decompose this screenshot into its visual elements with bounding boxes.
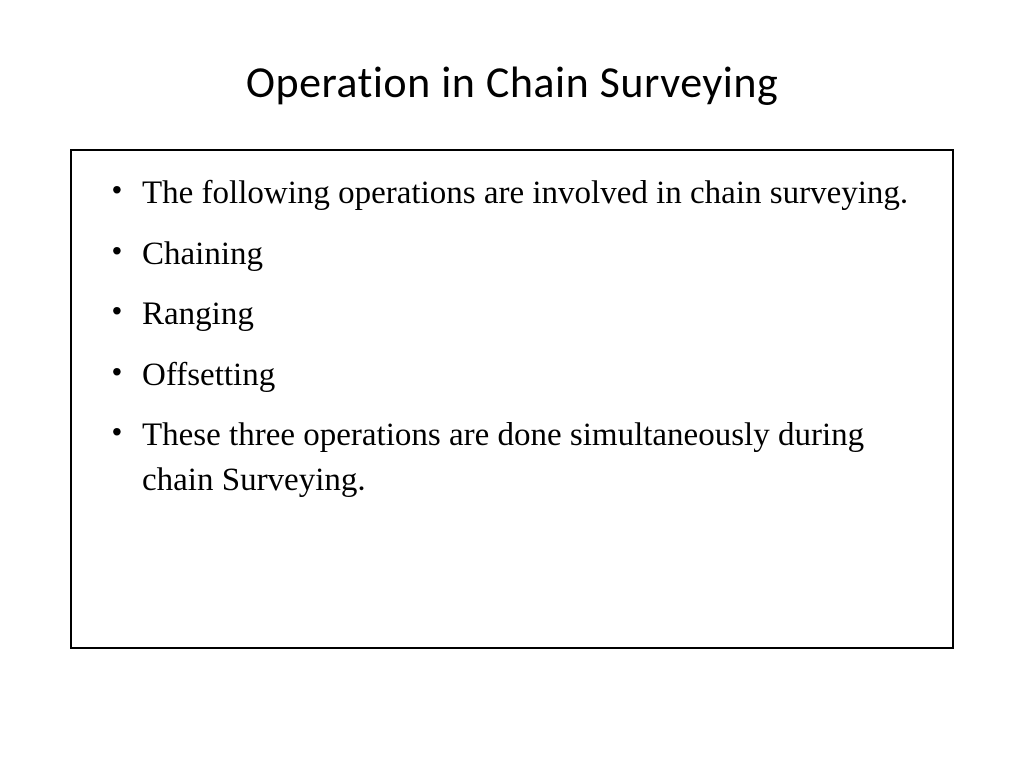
bullet-list: The following operations are involved in… [102,171,922,502]
list-item: The following operations are involved in… [102,171,922,216]
list-item: Ranging [102,292,922,337]
list-item: These three operations are done simultan… [102,413,922,502]
list-item: Offsetting [102,353,922,398]
slide-title: Operation in Chain Surveying [50,55,974,109]
slide: Operation in Chain Surveying The followi… [0,0,1024,768]
content-box: The following operations are involved in… [70,149,954,649]
list-item: Chaining [102,232,922,277]
